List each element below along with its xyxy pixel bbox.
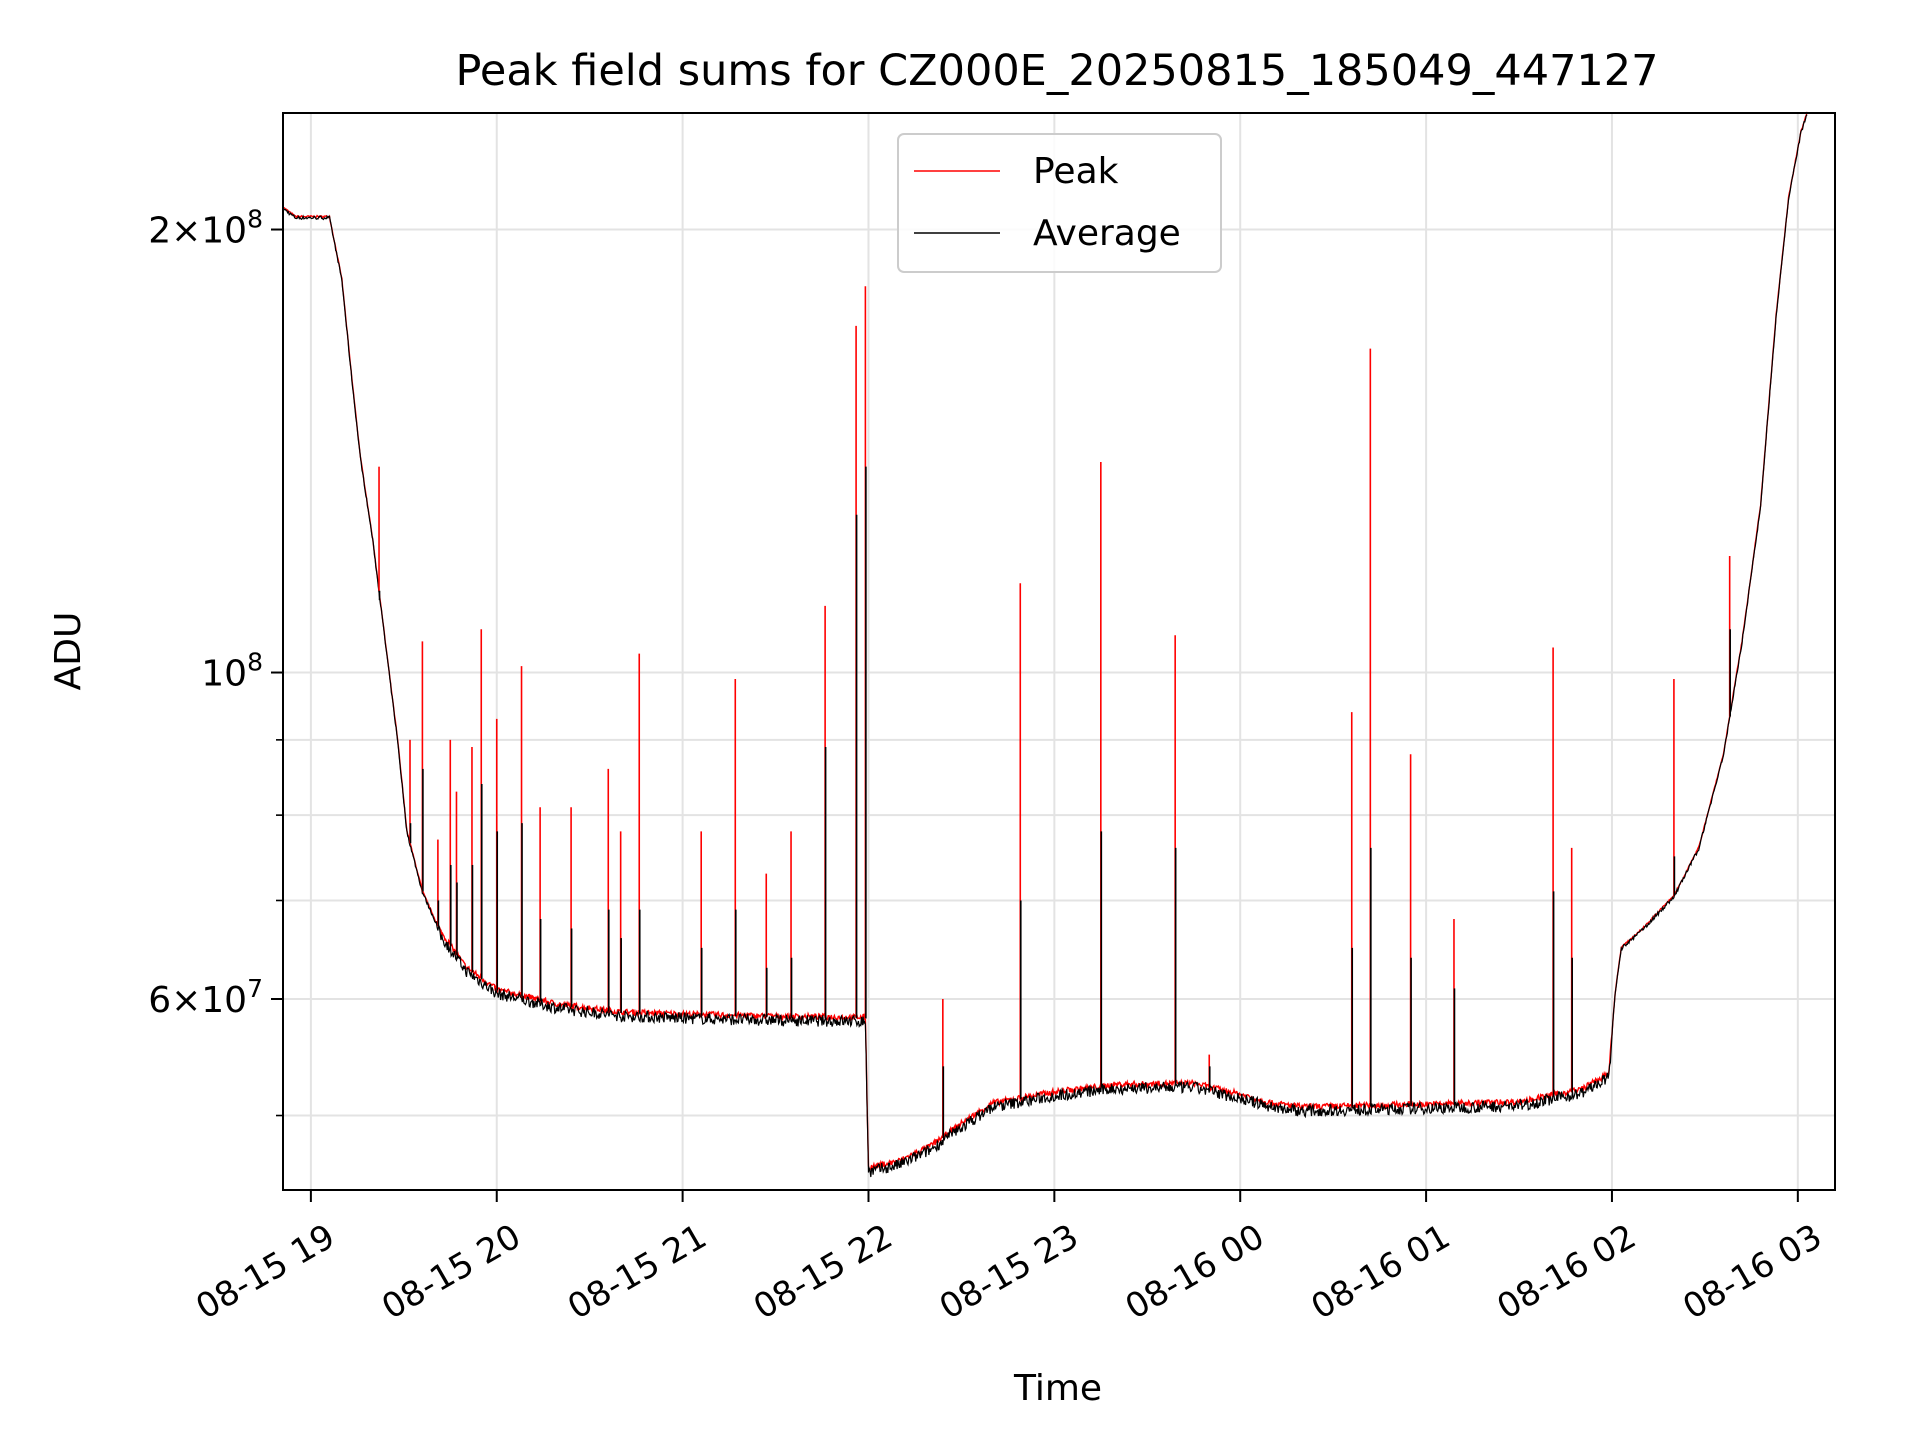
y-axis: 6×107 108 2×108 — [148, 205, 283, 1117]
grid — [283, 113, 1835, 1190]
legend-average-label: Average — [1033, 213, 1181, 254]
plot-frame — [282, 112, 1836, 1191]
legend: Peak Average — [897, 133, 1222, 273]
x-tick-label: 08-15 21 — [561, 1217, 713, 1328]
y-tick-label: 2×108 — [148, 205, 263, 252]
x-tick-label: 08-15 22 — [747, 1217, 899, 1328]
x-tick-label: 08-16 00 — [1119, 1217, 1271, 1328]
y-tick-label: 6×107 — [148, 974, 263, 1021]
series-average-line — [282, 114, 1808, 1178]
x-tick-label: 08-15 19 — [189, 1217, 341, 1328]
plot-area — [282, 111, 1808, 1178]
x-axis-label: Time — [1013, 1368, 1102, 1409]
x-tick-label: 08-15 23 — [933, 1217, 1085, 1328]
x-axis: 08-15 19 08-15 20 08-15 21 08-15 22 08-15 23… — [189, 1190, 1829, 1328]
x-tick-label: 08-16 01 — [1305, 1217, 1457, 1328]
x-tick-label: 08-15 20 — [375, 1217, 527, 1328]
chart-title: Peak field sums for CZ000E_20250815_1850… — [455, 46, 1658, 96]
x-tick-label: 08-16 03 — [1676, 1217, 1828, 1328]
legend-box — [897, 133, 1222, 273]
x-tick-label: 08-16 02 — [1490, 1217, 1642, 1328]
legend-peak-label: Peak — [1033, 151, 1119, 192]
y-tick-label: 108 — [201, 648, 263, 695]
y-axis-label: ADU — [48, 612, 89, 691]
